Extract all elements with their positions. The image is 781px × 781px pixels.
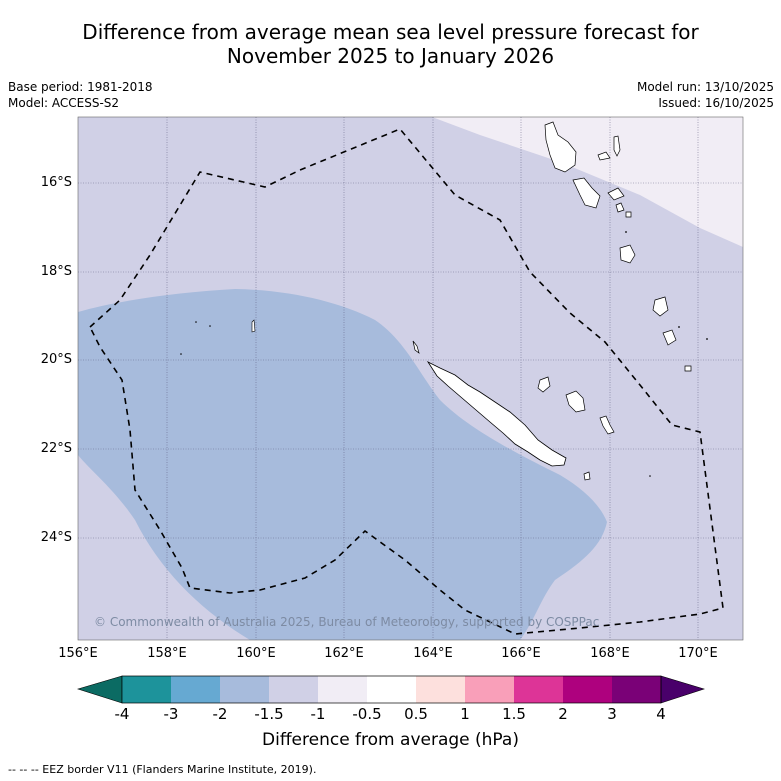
- island-lifou: [537, 376, 551, 393]
- colorbar-extension-high: [660, 675, 706, 704]
- islet: [649, 475, 651, 477]
- lat-label: 24°S: [40, 530, 72, 545]
- island-mare: [565, 390, 586, 413]
- island: [625, 211, 632, 218]
- colorbar-swatch: [514, 676, 563, 703]
- island-malekula: [572, 177, 601, 209]
- lon-label: 168°E: [590, 646, 630, 661]
- map-area: © Commonwealth of Australia 2025, Bureau…: [78, 117, 743, 640]
- lat-label: 22°S: [40, 441, 72, 456]
- colorbar-tick-label: -4: [114, 705, 130, 723]
- colorbar-swatch: [171, 676, 220, 703]
- island-espiritu-santo: [544, 121, 577, 173]
- graticule: [78, 117, 743, 640]
- islet: [706, 338, 708, 340]
- colorbar-swatch: [367, 676, 416, 703]
- lat-label: 16°S: [40, 175, 72, 190]
- lon-label: 166°E: [501, 646, 541, 661]
- colorbar-extension-low: [76, 675, 123, 704]
- colorbar-tick-label: -0.5: [352, 705, 382, 723]
- colorbar-tick-label: 4: [656, 705, 666, 723]
- colorbar-title: Difference from average (hPa): [262, 730, 519, 750]
- colorbar-tick-label: -3: [163, 705, 179, 723]
- eez-border: [89, 128, 724, 635]
- meta-right: Model run: 13/10/2025 Issued: 16/10/2025: [637, 79, 774, 111]
- colorbar-swatch: [563, 676, 612, 703]
- colorbar-swatch: [318, 676, 367, 703]
- islet: [625, 231, 627, 233]
- lat-label: 20°S: [40, 352, 72, 367]
- lon-label: 156°E: [58, 646, 98, 661]
- island-aneityum: [684, 365, 692, 372]
- model-run-text: Model run: 13/10/2025: [636, 80, 774, 94]
- colorbar-frame: [121, 675, 662, 704]
- island-tanna: [662, 329, 677, 346]
- colorbar-swatch: [269, 676, 318, 703]
- islet: [209, 325, 211, 327]
- island: [615, 202, 625, 213]
- model-text: Model: ACCESS-S2: [8, 96, 120, 110]
- island: [412, 340, 420, 354]
- lon-label: 158°E: [147, 646, 187, 661]
- island: [597, 151, 611, 161]
- lon-label: 164°E: [413, 646, 453, 661]
- title-line-2: November 2025 to January 2026: [226, 44, 555, 68]
- colorbar-tick-label: 1: [460, 705, 470, 723]
- colorbar-tick-label: -2: [212, 705, 228, 723]
- colorbar-tick-label: 1.5: [502, 705, 526, 723]
- island-ouvea: [599, 415, 615, 435]
- islet: [195, 321, 197, 323]
- islet: [180, 353, 182, 355]
- colorbar-swatch: [122, 676, 171, 703]
- copyright-text: © Commonwealth of Australia 2025, Bureau…: [94, 615, 599, 629]
- islet: [251, 319, 256, 333]
- meta-left: Base period: 1981-2018 Model: ACCESS-S2: [8, 79, 153, 111]
- base-period-text: Base period: 1981-2018: [8, 80, 153, 94]
- issued-text: Issued: 16/10/2025: [658, 96, 774, 110]
- colorbar-swatch: [220, 676, 269, 703]
- island-efate: [619, 244, 636, 264]
- colorbar-tick-label: -1: [310, 705, 326, 723]
- pressure-field-minus-2: [78, 289, 607, 640]
- colorbar-tick-label: 0.5: [404, 705, 428, 723]
- island: [607, 187, 625, 201]
- lon-label: 162°E: [324, 646, 364, 661]
- eez-legend-note: -- -- -- EEZ border V11 (Flanders Marine…: [8, 763, 317, 776]
- lon-label: 170°E: [678, 646, 718, 661]
- colorbar-swatch: [416, 676, 465, 703]
- map-title: Difference from average mean sea level p…: [0, 20, 781, 68]
- lat-label: 18°S: [40, 264, 72, 279]
- island: [613, 135, 621, 157]
- island-erromango: [652, 296, 669, 317]
- lon-label: 160°E: [236, 646, 276, 661]
- island-pines: [583, 471, 591, 481]
- pressure-field-minus-1: [432, 117, 743, 247]
- colorbar-swatch: [465, 676, 514, 703]
- map-frame: [77, 116, 744, 641]
- new-caledonia-land: [426, 360, 567, 467]
- title-line-1: Difference from average mean sea level p…: [82, 20, 699, 44]
- colorbar-swatch: [612, 676, 661, 703]
- colorbar-tick-label: 3: [607, 705, 617, 723]
- colorbar-tick-label: 2: [558, 705, 568, 723]
- colorbar-tick-label: -1.5: [254, 705, 284, 723]
- colorbar: [76, 675, 706, 704]
- islet: [678, 326, 680, 328]
